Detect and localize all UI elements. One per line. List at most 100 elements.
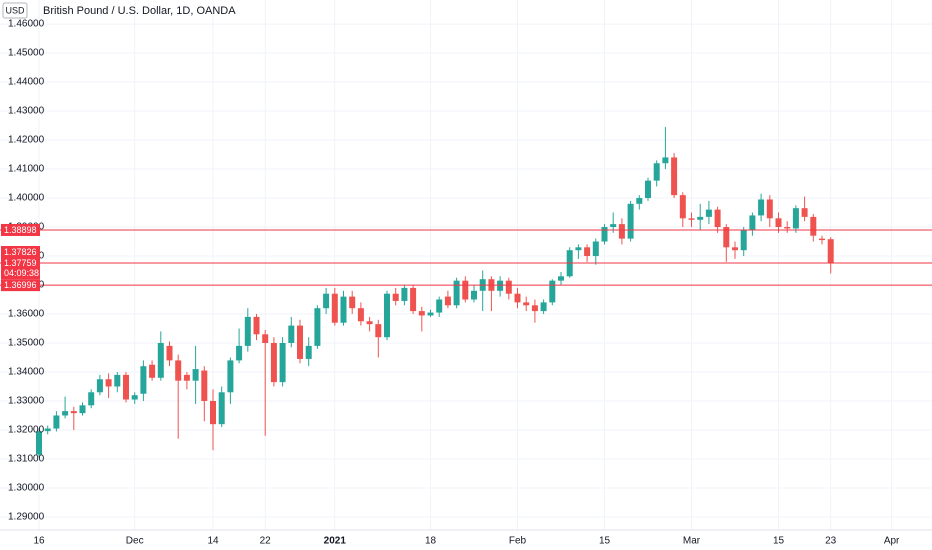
- candle-body: [592, 241, 599, 257]
- x-tick-label: 22: [260, 536, 272, 547]
- candle-body: [610, 224, 617, 228]
- last-price-label-box: [1, 245, 40, 258]
- candle-body: [453, 280, 460, 306]
- x-tick-label: Apr: [884, 536, 900, 547]
- candle-body: [210, 400, 216, 425]
- candle-body: [497, 280, 504, 291]
- currency: USD: [5, 5, 25, 15]
- candle-body: [636, 198, 643, 204]
- x-tick-label: 14: [207, 536, 219, 547]
- candle-body: [723, 227, 730, 248]
- candle-body: [183, 374, 190, 381]
- candle-body: [331, 293, 338, 323]
- candle-body: [436, 299, 443, 313]
- candle-body: [575, 247, 582, 251]
- candle-body: [627, 203, 634, 239]
- x-tick-label: 16: [33, 536, 45, 547]
- candle-body: [262, 334, 269, 343]
- candle-body: [732, 247, 738, 251]
- candle-body: [418, 311, 425, 316]
- candle-body: [392, 293, 399, 301]
- y-tick-label: 1.42000: [8, 135, 45, 146]
- candle-body: [323, 293, 330, 309]
- candle-body: [114, 374, 121, 387]
- candle-body: [349, 296, 356, 309]
- candle-body: [679, 195, 686, 219]
- candle-body: [297, 325, 303, 359]
- candle-body: [671, 157, 678, 196]
- x-tick-label: 15: [773, 536, 785, 547]
- x-tick-label: Dec: [126, 536, 144, 547]
- candle-body: [36, 431, 42, 455]
- x-tick-label: Feb: [509, 536, 527, 547]
- candle-body: [540, 302, 547, 312]
- level-label: 1.36996: [4, 280, 37, 290]
- candle-body: [558, 276, 564, 281]
- candle-body: [140, 366, 147, 394]
- candle-body: [549, 280, 556, 303]
- candle-body: [819, 238, 825, 241]
- candle-body: [714, 209, 721, 228]
- candle-body: [758, 199, 765, 216]
- candle-body: [253, 316, 260, 335]
- candle-body: [366, 321, 373, 325]
- x-tick-label: 2021: [324, 536, 347, 547]
- candle-body: [288, 325, 295, 343]
- candle-body: [227, 360, 234, 393]
- y-tick-label: 1.41000: [8, 164, 45, 175]
- x-tick-label: 15: [599, 536, 611, 547]
- y-tick-label: 1.40000: [8, 193, 45, 204]
- candle-body: [314, 308, 321, 346]
- countdown-label: 04:09:38: [4, 268, 39, 278]
- y-tick-label: 1.46000: [8, 19, 45, 30]
- y-tick-label: 1.32000: [8, 425, 45, 436]
- candle-body: [801, 208, 808, 217]
- candle-body: [766, 199, 773, 219]
- candle-body: [340, 296, 347, 323]
- y-tick-label: 1.36000: [8, 309, 45, 320]
- candle-body: [784, 227, 791, 229]
- x-tick-label: Mar: [683, 536, 701, 547]
- candle-body: [44, 428, 51, 432]
- candle-body: [705, 209, 712, 217]
- candle-body: [157, 342, 164, 378]
- chart-title: British Pound / U.S. Dollar, 1D, OANDA: [43, 5, 236, 17]
- y-tick-label: 1.43000: [8, 106, 45, 117]
- candle-body: [131, 395, 138, 400]
- candle-body: [62, 411, 69, 416]
- candle-body: [105, 379, 112, 387]
- level-label: 1.37759: [4, 258, 37, 268]
- candle-body: [775, 218, 782, 228]
- candle-body: [410, 287, 417, 312]
- level-label-box: [1, 279, 40, 292]
- candle-body: [79, 405, 86, 414]
- candle-body: [166, 345, 173, 361]
- candle-body: [749, 215, 756, 230]
- candle-body: [384, 293, 390, 338]
- candle-body: [123, 374, 129, 400]
- candle-body: [444, 296, 451, 306]
- candle-body: [471, 290, 477, 300]
- level-label: 1.38898: [4, 225, 37, 235]
- candle-body: [810, 216, 817, 236]
- last-price-label: 1.37826: [4, 247, 37, 257]
- currency-box: [2, 2, 28, 19]
- candle-body: [662, 157, 669, 164]
- candle-body: [827, 239, 834, 263]
- candle-body: [236, 345, 243, 361]
- y-tick-label: 1.44000: [8, 77, 45, 88]
- candle-body: [601, 227, 608, 242]
- y-tick-label: 1.35000: [8, 338, 45, 349]
- candle-body: [462, 280, 469, 300]
- candle-body: [401, 287, 408, 301]
- candle-body: [740, 229, 747, 251]
- candle-body: [427, 312, 434, 316]
- candle-body: [688, 218, 695, 220]
- candle-body: [279, 342, 286, 383]
- candle-body: [88, 392, 95, 406]
- candle-body: [618, 224, 625, 239]
- y-tick-label: 1.45000: [8, 48, 45, 59]
- candle-body: [244, 316, 251, 346]
- candle-body: [697, 216, 704, 220]
